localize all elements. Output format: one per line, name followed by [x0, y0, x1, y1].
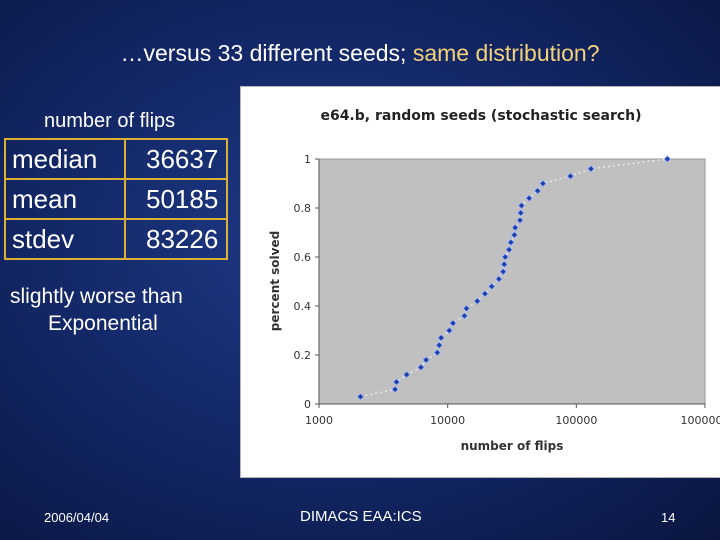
distribution-note: slightly worse than Exponential [10, 283, 183, 337]
data-point [533, 187, 542, 195]
stat-value: 36637 [123, 138, 229, 180]
data-point [481, 289, 489, 298]
data-point [402, 370, 411, 379]
data-point [473, 297, 482, 305]
x-tick-label: 10000 [430, 414, 465, 427]
data-point [499, 267, 507, 276]
data-point [422, 356, 430, 364]
note-line-2: Exponential [48, 312, 158, 335]
x-tick-label: 1000 [305, 414, 333, 427]
x-tick-label: 1000000 [681, 414, 720, 427]
x-axis-label: number of flips [461, 439, 564, 453]
stat-value: 83226 [123, 218, 229, 260]
data-point [507, 238, 515, 247]
flips-label: number of flips [44, 110, 176, 132]
stat-label: mean [4, 178, 126, 220]
title-highlight: same distribution? [412, 40, 600, 66]
x-ticks: 1000 10000 100000 1000000 [305, 404, 720, 427]
page-number: 14 [661, 510, 676, 525]
chart-container: e64.b, random seeds (stochastic search) … [240, 86, 720, 478]
data-point [487, 282, 496, 291]
data-point [516, 216, 524, 225]
y-tick-label: 0.6 [294, 251, 312, 264]
data-point [495, 275, 503, 283]
data-point [511, 223, 519, 232]
data-point [566, 172, 575, 180]
data-point [525, 194, 533, 202]
data-points [356, 155, 672, 401]
data-point [539, 179, 547, 188]
scatter-chart: e64.b, random seeds (stochastic search) … [268, 108, 720, 453]
stats-row-median: median 36637 [4, 138, 229, 180]
data-point [505, 245, 513, 254]
data-point [392, 378, 401, 386]
y-tick-label: 1 [304, 153, 311, 166]
stats-row-mean: mean 50185 [4, 178, 229, 220]
footer-center: DIMACS EAA:ICS [300, 508, 422, 525]
data-point [449, 319, 457, 327]
y-tick-label: 0.4 [294, 300, 312, 313]
x-tick-label: 100000 [555, 414, 597, 427]
y-ticks: 0 0.2 0.4 0.6 0.8 1 [294, 153, 319, 411]
y-tick-label: 0.2 [294, 349, 312, 362]
data-point [587, 165, 595, 173]
data-point [433, 348, 442, 357]
stat-value: 50185 [123, 178, 229, 220]
y-axis-label: percent solved [268, 231, 282, 331]
stats-table: median 36637 mean 50185 stdev 83226 [4, 138, 229, 260]
data-point [460, 312, 469, 320]
note-line-1: slightly worse than [10, 285, 183, 308]
data-point [462, 304, 471, 313]
chart-title: e64.b, random seeds (stochastic search) [320, 108, 641, 124]
y-tick-label: 0 [304, 398, 311, 411]
data-point [435, 341, 444, 349]
data-point [500, 260, 508, 269]
data-point [510, 231, 519, 239]
data-point [437, 334, 445, 342]
data-point [356, 392, 365, 401]
data-point [445, 326, 454, 335]
data-point [517, 209, 525, 217]
stat-label: median [4, 138, 126, 180]
plot-area [318, 158, 706, 405]
data-point [417, 363, 425, 372]
stats-row-stdev: stdev 83226 [4, 218, 229, 260]
footer-date: 2006/04/04 [44, 510, 110, 525]
data-point [663, 155, 672, 163]
y-tick-label: 0.8 [294, 202, 312, 215]
data-point [501, 253, 509, 261]
data-point [391, 385, 399, 394]
stat-label: stdev [4, 218, 126, 260]
data-point [517, 201, 526, 210]
slide-title: …versus 33 different seeds; same distrib… [120, 40, 600, 66]
